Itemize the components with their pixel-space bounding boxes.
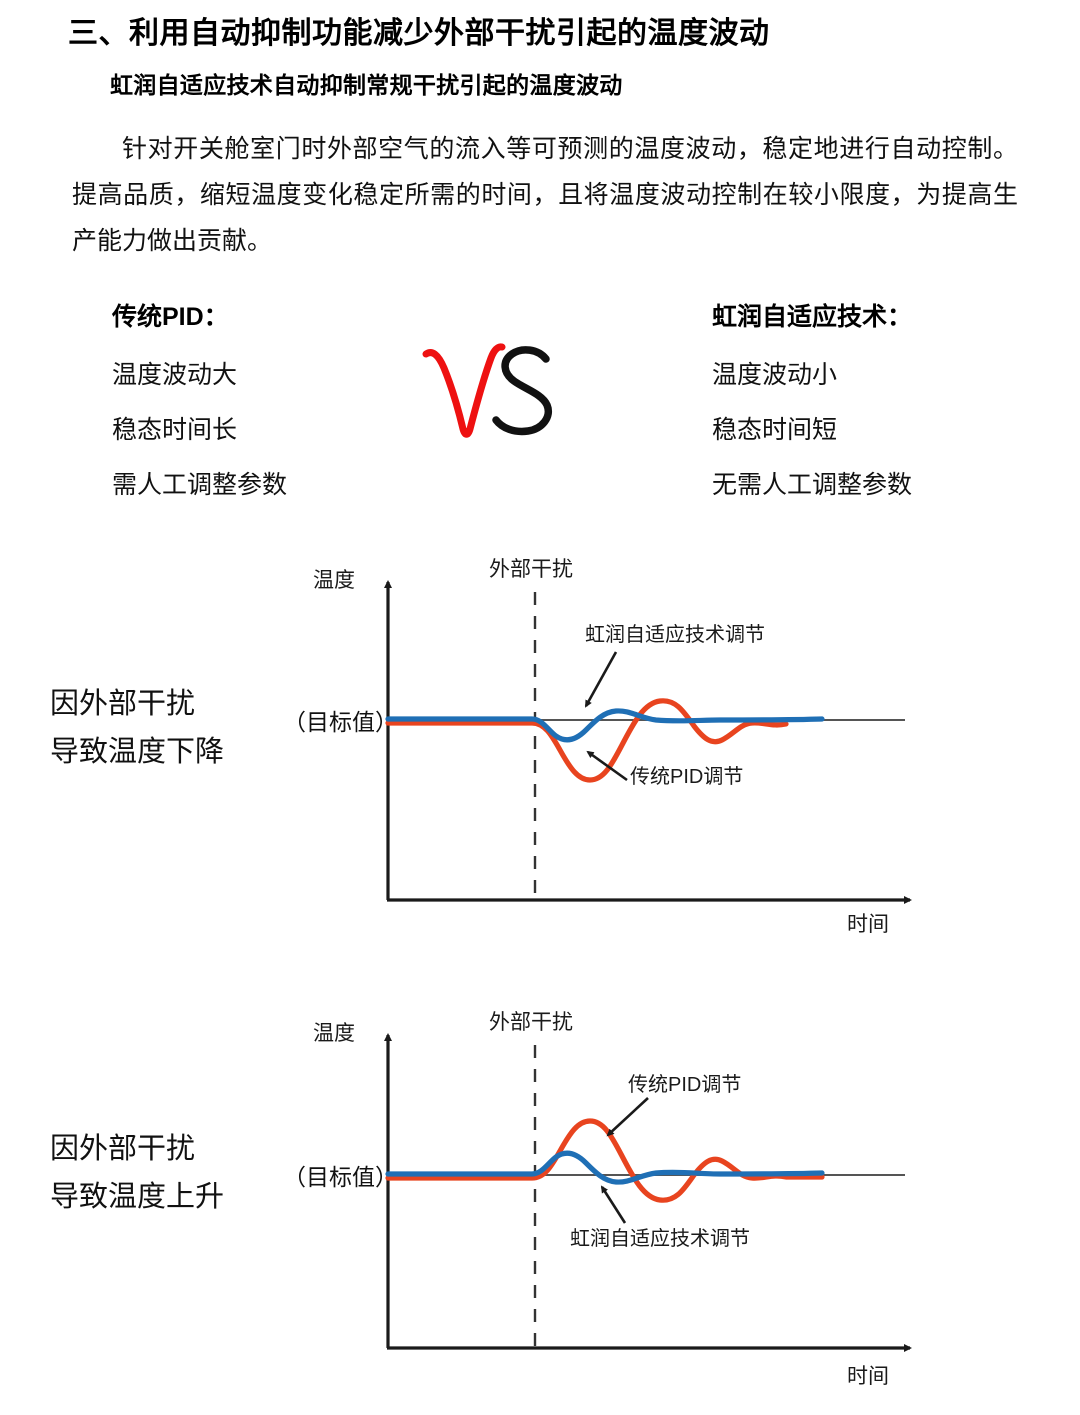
chart-2-plot bbox=[384, 1033, 912, 1352]
comparison-right-item-0: 温度波动小 bbox=[712, 361, 838, 389]
chart-1-annotation-pid: 传统PID调节 bbox=[630, 766, 744, 788]
chart-1-arrow-adaptive bbox=[584, 651, 618, 708]
comparison-right-item-1: 稳态时间短 bbox=[712, 416, 838, 444]
chart-2-annotation-adaptive: 虹润自适应技术调节 bbox=[570, 1228, 750, 1250]
chart-2-arrow-pid bbox=[606, 1097, 649, 1137]
vs-logo-icon bbox=[422, 343, 552, 438]
chart-temperature-rise: 因外部干扰 导致温度上升 温度 时间 （目标值） 外部干扰 传统PID调节 虹润… bbox=[0, 995, 1080, 1410]
chart-2-series-adaptive bbox=[385, 1150, 825, 1185]
chart-1-y-axis-label: 温度 bbox=[313, 569, 355, 592]
chart-2-series-pid bbox=[385, 1118, 825, 1203]
chart-2-annotation-pid: 传统PID调节 bbox=[628, 1074, 742, 1096]
chart-1-side-label-line-1: 导致温度下降 bbox=[50, 736, 225, 768]
chart-1-arrow-pid bbox=[586, 750, 628, 782]
comparison-left-heading: 传统PID： bbox=[112, 303, 229, 331]
page-title: 三、利用自动抑制功能减少外部干扰引起的温度波动 bbox=[68, 17, 770, 50]
chart-1-plot bbox=[384, 580, 912, 904]
chart-1-annotation-adaptive: 虹润自适应技术调节 bbox=[585, 624, 765, 646]
chart-2-side-label-line-1: 导致温度上升 bbox=[50, 1181, 225, 1213]
comparison-left-item-1: 稳态时间长 bbox=[112, 416, 238, 444]
comparison-left-item-0: 温度波动大 bbox=[112, 361, 238, 389]
chart-1-x-axis-label: 时间 bbox=[847, 913, 889, 936]
comparison-right-item-2: 无需人工调整参数 bbox=[712, 471, 913, 499]
chart-2-target-label: （目标值） bbox=[283, 1164, 398, 1190]
chart-2-side-label-line-0: 因外部干扰 bbox=[50, 1133, 196, 1165]
chart-1-target-label: （目标值） bbox=[283, 709, 398, 735]
chart-1-series-adaptive bbox=[385, 708, 825, 743]
chart-1-series-pid bbox=[385, 698, 789, 783]
chart-1-disturbance-label: 外部干扰 bbox=[489, 558, 573, 581]
chart-2-disturbance-label: 外部干扰 bbox=[489, 1011, 573, 1034]
comparison-right-heading: 虹润自适应技术： bbox=[712, 303, 913, 331]
chart-2-y-axis-label: 温度 bbox=[313, 1022, 355, 1045]
body-paragraph: 针对开关舱室门时外部空气的流入等可预测的温度波动，稳定地进行自动控制。提高品质，… bbox=[72, 135, 1018, 255]
page-subtitle: 虹润自适应技术自动抑制常规干扰引起的温度波动 bbox=[110, 72, 623, 98]
chart-2-x-axis-label: 时间 bbox=[847, 1365, 889, 1388]
chart-1-side-label: 因外部干扰 导致温度下降 bbox=[50, 680, 224, 776]
comparison-left-item-2: 需人工调整参数 bbox=[112, 471, 288, 499]
chart-temperature-drop: 因外部干扰 导致温度下降 温度 时间 （目标值） 外部干扰 虹润自适应技术调节 … bbox=[0, 540, 1080, 960]
chart-2-side-label: 因外部干扰 导致温度上升 bbox=[50, 1125, 224, 1221]
chart-2-arrow-adaptive bbox=[600, 1185, 627, 1224]
chart-1-side-label-line-0: 因外部干扰 bbox=[50, 688, 196, 720]
